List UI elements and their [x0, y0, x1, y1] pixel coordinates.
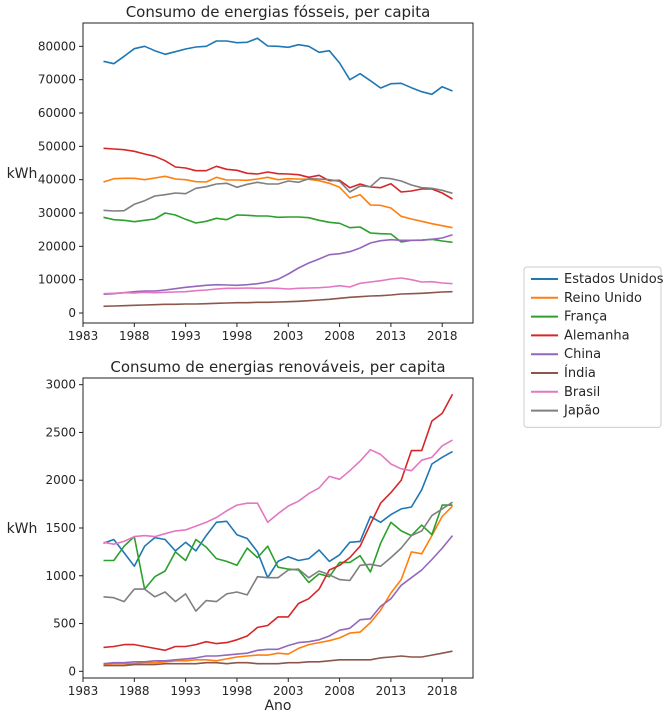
series-line-china	[103, 233, 453, 296]
x-tick-label: 2018	[427, 329, 458, 343]
series-line-franca	[103, 212, 453, 244]
renewable-energy-chart: Consumo de energias renováveis, per capi…	[7, 358, 474, 714]
y-tick-label: 1500	[45, 521, 76, 535]
series-line-brasil	[103, 277, 453, 295]
x-tick-label: 2013	[376, 684, 407, 698]
legend-entry-estados-unidos: Estados Unidos	[564, 272, 664, 287]
series-line-estados-unidos	[103, 37, 453, 96]
plot-frame	[82, 377, 474, 679]
y-tick-label: 70000	[38, 73, 76, 87]
legend-frame	[523, 266, 662, 428]
x-tick-label: 2008	[324, 684, 355, 698]
legend-entry-india: Índia	[564, 365, 596, 381]
y-tick-label: 2000	[45, 473, 76, 487]
y-tick-label: 50000	[38, 139, 76, 153]
legend-entry-alemanha: Alemanha	[564, 328, 630, 343]
chart-marks: 1983 1988 1993 1998 2003 2008 2013 2018 0 500 1000…	[45, 377, 474, 698]
y-tick-label: 0	[68, 664, 76, 678]
legend-entry-reino-unido: Reino Unido	[564, 291, 642, 306]
series-line-franca	[103, 504, 453, 590]
legend-entry-franca: França	[564, 310, 607, 325]
series-line-estados-unidos	[103, 450, 453, 579]
chart-title: Consumo de energias renováveis, per capi…	[110, 358, 445, 376]
series-line-india	[103, 650, 453, 667]
y-tick-label: 0	[68, 306, 76, 320]
chart-title: Consumo de energias fósseis, per capita	[126, 3, 431, 21]
x-tick-label: 1998	[222, 684, 253, 698]
x-tick-label: 2018	[427, 684, 458, 698]
x-tick-label: 1983	[68, 684, 99, 698]
y-tick-label: 80000	[38, 39, 76, 53]
y-tick-label: 2500	[45, 425, 76, 439]
y-tick-label: 60000	[38, 106, 76, 120]
x-tick-label: 2003	[273, 329, 304, 343]
plot-frame	[82, 22, 474, 324]
x-tick-label: 1998	[222, 329, 253, 343]
y-axis-label: kWh	[7, 166, 38, 182]
x-tick-label: 1988	[119, 684, 150, 698]
series-line-brasil	[103, 439, 453, 546]
x-tick-label: 2003	[273, 684, 304, 698]
series-line-alemanha	[103, 147, 453, 200]
y-tick-label: 30000	[38, 206, 76, 220]
series-line-alemanha	[103, 393, 454, 652]
legend-entry-china: China	[564, 347, 601, 362]
x-tick-label: 2013	[376, 329, 407, 343]
chart-marks: 1983 1988 1993 1998 2003 2008 2013 2018 0 10000 20…	[38, 22, 474, 343]
series-line-japao	[103, 501, 453, 612]
y-tick-label: 20000	[38, 239, 76, 253]
series-line-china	[103, 535, 454, 665]
y-tick-label: 10000	[38, 273, 76, 287]
y-tick-label: 40000	[38, 173, 76, 187]
series-line-japao	[103, 176, 453, 212]
x-tick-label: 1988	[119, 329, 150, 343]
y-tick-label: 1000	[45, 569, 76, 583]
legend-entry-brasil: Brasil	[564, 385, 600, 400]
series-line-reino-unido	[103, 505, 454, 666]
fossil-energy-chart: Consumo de energias fósseis, per capita …	[7, 3, 474, 343]
y-axis-label: kWh	[7, 521, 38, 537]
series-line-india	[103, 290, 453, 308]
x-tick-label: 1993	[170, 329, 201, 343]
x-axis-label: Ano	[264, 698, 291, 714]
y-tick-label: 3000	[45, 378, 76, 392]
x-tick-label: 1993	[170, 684, 201, 698]
x-tick-label: 2008	[324, 329, 355, 343]
y-tick-label: 500	[53, 617, 76, 631]
x-tick-label: 1983	[68, 329, 99, 343]
legend-entry-japao: Japão	[563, 404, 600, 419]
legend: Estados Unidos Reino Unido França Alemanha C…	[523, 266, 664, 428]
series-line-reino-unido	[103, 175, 453, 229]
